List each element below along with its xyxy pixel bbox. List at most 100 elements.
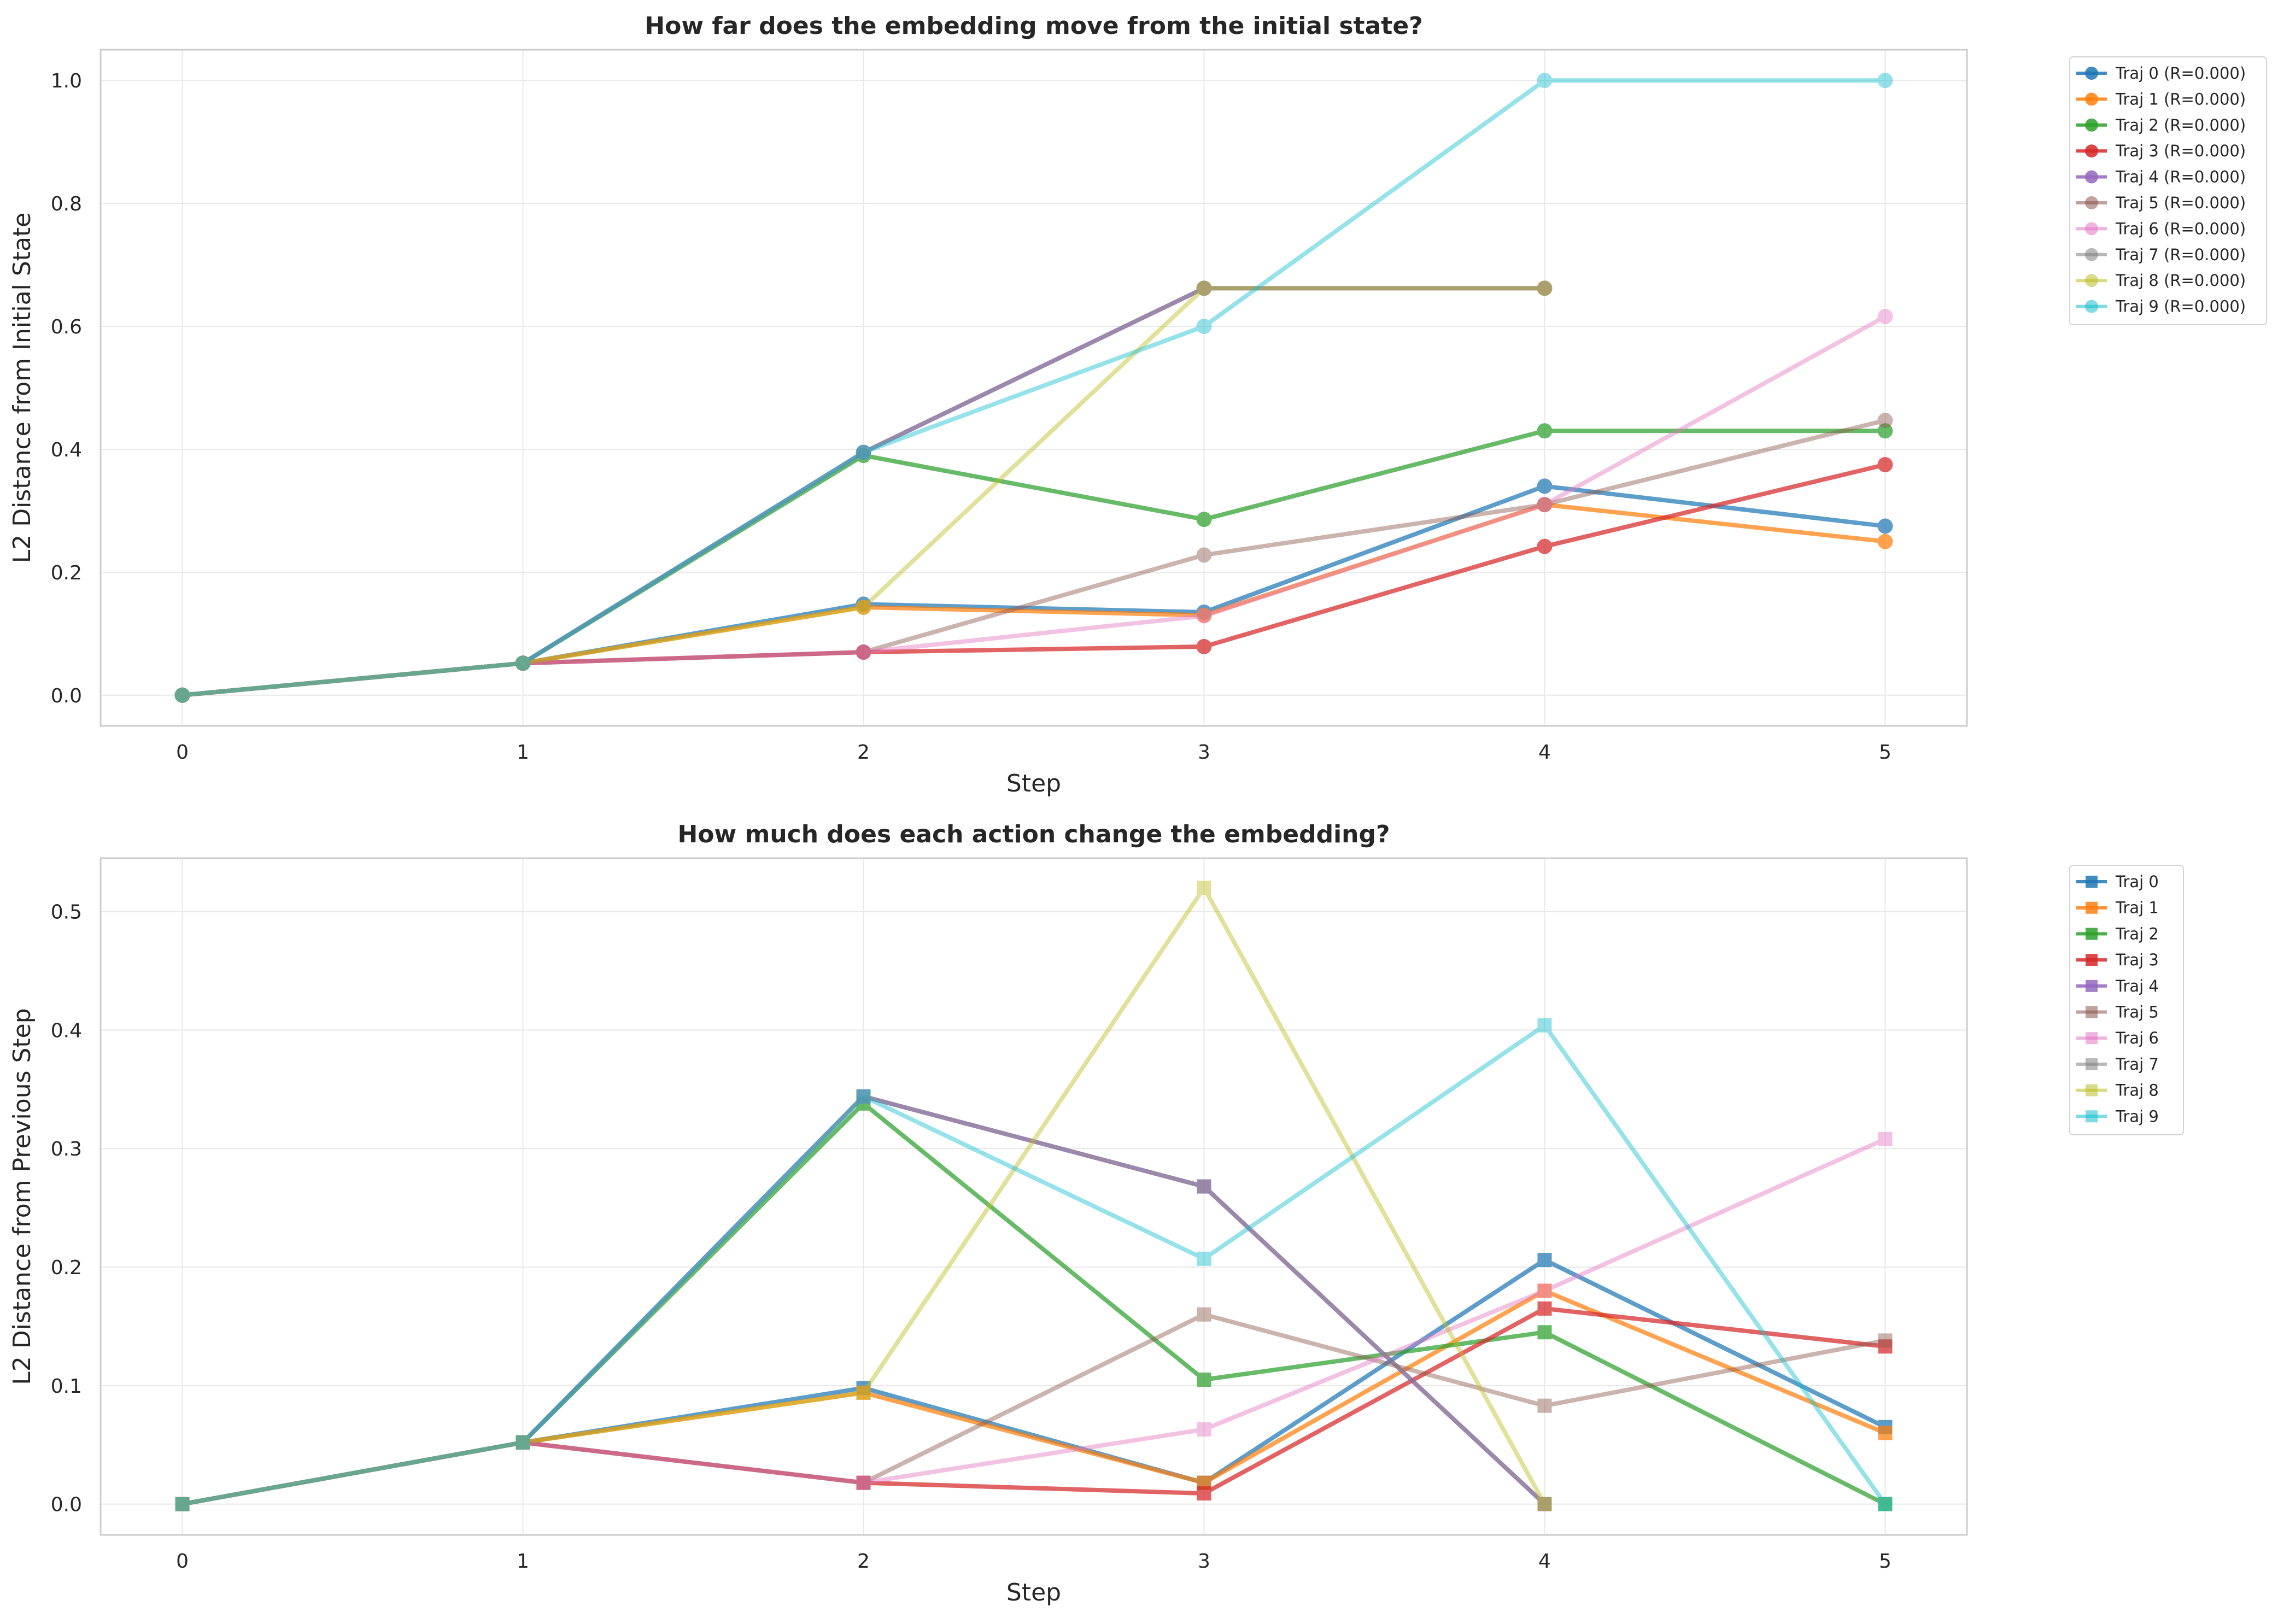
plot-area xyxy=(101,858,1967,1535)
data-point-circle xyxy=(1537,497,1553,513)
legend-swatch-marker xyxy=(2086,1006,2098,1018)
data-point-square xyxy=(175,1497,190,1511)
x-tick-label: 5 xyxy=(1879,741,1891,764)
legend-swatch-marker xyxy=(2085,170,2098,184)
data-point-circle xyxy=(856,599,871,615)
series-line xyxy=(180,1312,1888,1506)
plot-frame xyxy=(99,857,1968,1536)
legend-label: Traj 9 xyxy=(2115,1107,2159,1125)
data-point-square xyxy=(1197,1307,1211,1322)
data-point-circle xyxy=(174,687,190,703)
series-5 xyxy=(174,413,1893,703)
data-point-circle xyxy=(856,644,871,660)
series-6 xyxy=(174,309,1893,703)
series-9 xyxy=(174,73,1893,703)
series-line xyxy=(180,1094,1547,1506)
legend-entry: Traj 0 (R=0.000) xyxy=(2076,64,2246,83)
series-line xyxy=(180,1136,1888,1506)
legend-label: Traj 9 (R=0.000) xyxy=(2115,297,2246,316)
legend-label: Traj 2 (R=0.000) xyxy=(2115,116,2246,134)
data-point-circle xyxy=(1877,457,1893,473)
data-point-circle xyxy=(1537,538,1553,554)
data-point-circle xyxy=(1196,608,1212,624)
data-point-square xyxy=(1878,1426,1893,1440)
data-point-square xyxy=(516,1435,530,1450)
x-tick-label: 2 xyxy=(857,1550,870,1573)
legend-label: Traj 1 (R=0.000) xyxy=(2115,90,2246,108)
data-point-square xyxy=(1878,1131,1893,1146)
chart-panel-1: 0 1 2 3 4 5 0.0 0.2 0.4 0.6 0.8 1.0 How far does the… xyxy=(8,12,2267,798)
series-6 xyxy=(175,1131,1893,1511)
data-point-square xyxy=(1197,1179,1211,1194)
y-tick-label: 0.6 xyxy=(51,316,82,338)
data-point-circle xyxy=(174,687,190,703)
data-point-circle xyxy=(1537,280,1553,296)
y-tick-label: 0.2 xyxy=(51,1257,82,1279)
legend-swatch-marker xyxy=(2085,222,2098,236)
legend-entry: Traj 3 xyxy=(2076,951,2159,969)
data-point-square xyxy=(1197,1179,1211,1194)
data-point-circle xyxy=(856,444,871,460)
legend-swatch-marker xyxy=(2085,67,2098,80)
data-point-square xyxy=(856,1475,871,1490)
legend-entry: Traj 0 xyxy=(2076,872,2159,891)
data-point-circle xyxy=(174,687,190,703)
legend-entry: Traj 5 (R=0.000) xyxy=(2076,194,2246,212)
data-point-square xyxy=(175,1497,190,1511)
data-point-square xyxy=(1537,1283,1552,1298)
legend-swatch-marker xyxy=(2085,118,2098,132)
legend-swatch-marker xyxy=(2086,876,2098,888)
data-point-square xyxy=(1197,1251,1211,1266)
data-point-square xyxy=(1537,1252,1552,1267)
legend-label: Traj 4 (R=0.000) xyxy=(2115,168,2246,186)
data-point-square xyxy=(1537,1497,1552,1511)
data-point-square xyxy=(1878,1497,1893,1511)
data-point-circle xyxy=(1877,413,1893,429)
legend: Traj 0 (R=0.000) Traj 1 (R=0.000) Traj 2 (… xyxy=(2069,56,2267,325)
data-point-circle xyxy=(1537,478,1553,494)
data-point-circle xyxy=(515,655,531,671)
data-point-square xyxy=(1197,1422,1211,1437)
data-point-circle xyxy=(1196,638,1212,654)
x-tick-label: 0 xyxy=(176,741,189,764)
series-line xyxy=(180,418,1888,697)
legend-label: Traj 5 (R=0.000) xyxy=(2115,194,2246,212)
legend-label: Traj 0 xyxy=(2115,872,2159,891)
y-tick-label: 0.4 xyxy=(51,439,82,461)
legend-label: Traj 6 xyxy=(2115,1029,2159,1047)
data-point-circle xyxy=(856,644,871,660)
data-point-circle xyxy=(174,687,190,703)
data-point-circle xyxy=(1877,73,1893,89)
series-5 xyxy=(175,1307,1893,1511)
legend-label: Traj 8 (R=0.000) xyxy=(2115,271,2246,290)
legend-swatch-marker xyxy=(2086,1110,2098,1123)
data-point-circle xyxy=(1196,607,1212,623)
series-8 xyxy=(175,881,1552,1511)
data-point-circle xyxy=(1196,547,1212,563)
data-point-circle xyxy=(1196,512,1212,527)
data-point-square xyxy=(175,1497,190,1511)
series-9 xyxy=(175,1018,1893,1511)
data-point-square xyxy=(516,1435,530,1450)
data-point-square xyxy=(1197,881,1211,895)
legend-box xyxy=(2069,56,2267,325)
data-point-circle xyxy=(1196,280,1212,296)
legend-swatch-marker xyxy=(2086,1058,2098,1070)
legend-entry: Traj 7 xyxy=(2076,1055,2159,1074)
legend-label: Traj 5 xyxy=(2115,1003,2159,1022)
legend-label: Traj 8 xyxy=(2115,1081,2159,1100)
legend-entry: Traj 6 xyxy=(2076,1029,2159,1047)
legend-entry: Traj 2 (R=0.000) xyxy=(2076,116,2246,134)
data-point-square xyxy=(1537,1497,1552,1511)
data-point-square xyxy=(856,1385,871,1400)
legend-label: Traj 3 (R=0.000) xyxy=(2115,142,2246,160)
legend-label: Traj 7 xyxy=(2115,1055,2159,1074)
x-tick-label: 1 xyxy=(517,741,529,764)
data-point-square xyxy=(175,1497,190,1511)
legend: Traj 0 Traj 1 Traj 2 Traj 3 Traj 4 Traj 5 Traj… xyxy=(2069,865,2184,1135)
x-tick-label: 1 xyxy=(517,1550,529,1573)
legend-swatch-marker xyxy=(2085,248,2098,261)
data-point-square xyxy=(856,1475,871,1490)
data-point-circle xyxy=(515,655,531,671)
y-tick-label: 0.4 xyxy=(51,1019,82,1042)
